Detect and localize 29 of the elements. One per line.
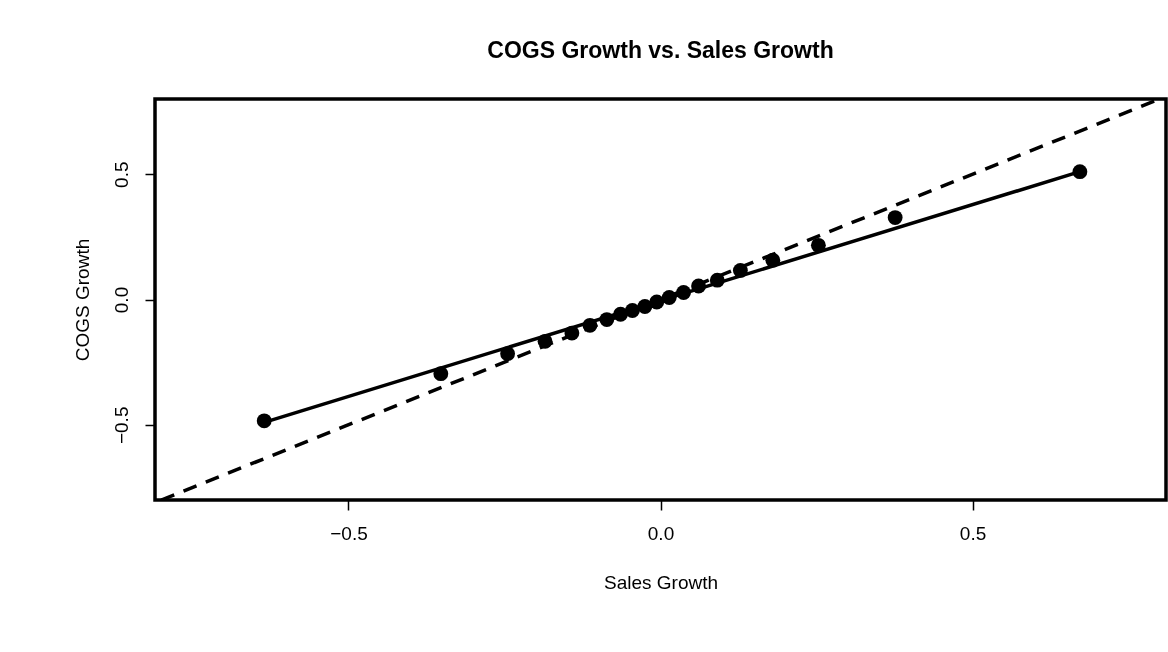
point — [765, 252, 781, 268]
point — [500, 346, 516, 362]
y-tick-label: 0.0 — [110, 286, 132, 314]
x-tick-label: 0.0 — [647, 522, 675, 544]
point — [564, 325, 580, 341]
point — [810, 237, 826, 253]
point — [1072, 164, 1088, 180]
point — [256, 413, 272, 429]
point — [732, 263, 748, 278]
x-tick-label: 0.5 — [959, 522, 987, 544]
y-axis-title: COGS Growth — [71, 238, 93, 362]
point — [537, 333, 553, 349]
point — [691, 278, 706, 294]
point — [649, 294, 665, 310]
x-axis-title: Sales Growth — [603, 571, 719, 593]
y-tick-label: 0.5 — [110, 161, 132, 188]
x-tick-label: −0.5 — [330, 522, 368, 544]
point — [582, 317, 598, 333]
point — [625, 303, 640, 318]
point — [613, 306, 628, 322]
point — [637, 299, 653, 314]
point — [599, 312, 615, 327]
chart-title: COGS Growth vs. Sales Growth — [487, 37, 834, 63]
point — [433, 366, 449, 382]
point — [887, 210, 903, 225]
point — [661, 290, 677, 305]
y-tick-label: −0.5 — [110, 406, 132, 445]
point — [676, 285, 692, 300]
point — [709, 272, 725, 288]
